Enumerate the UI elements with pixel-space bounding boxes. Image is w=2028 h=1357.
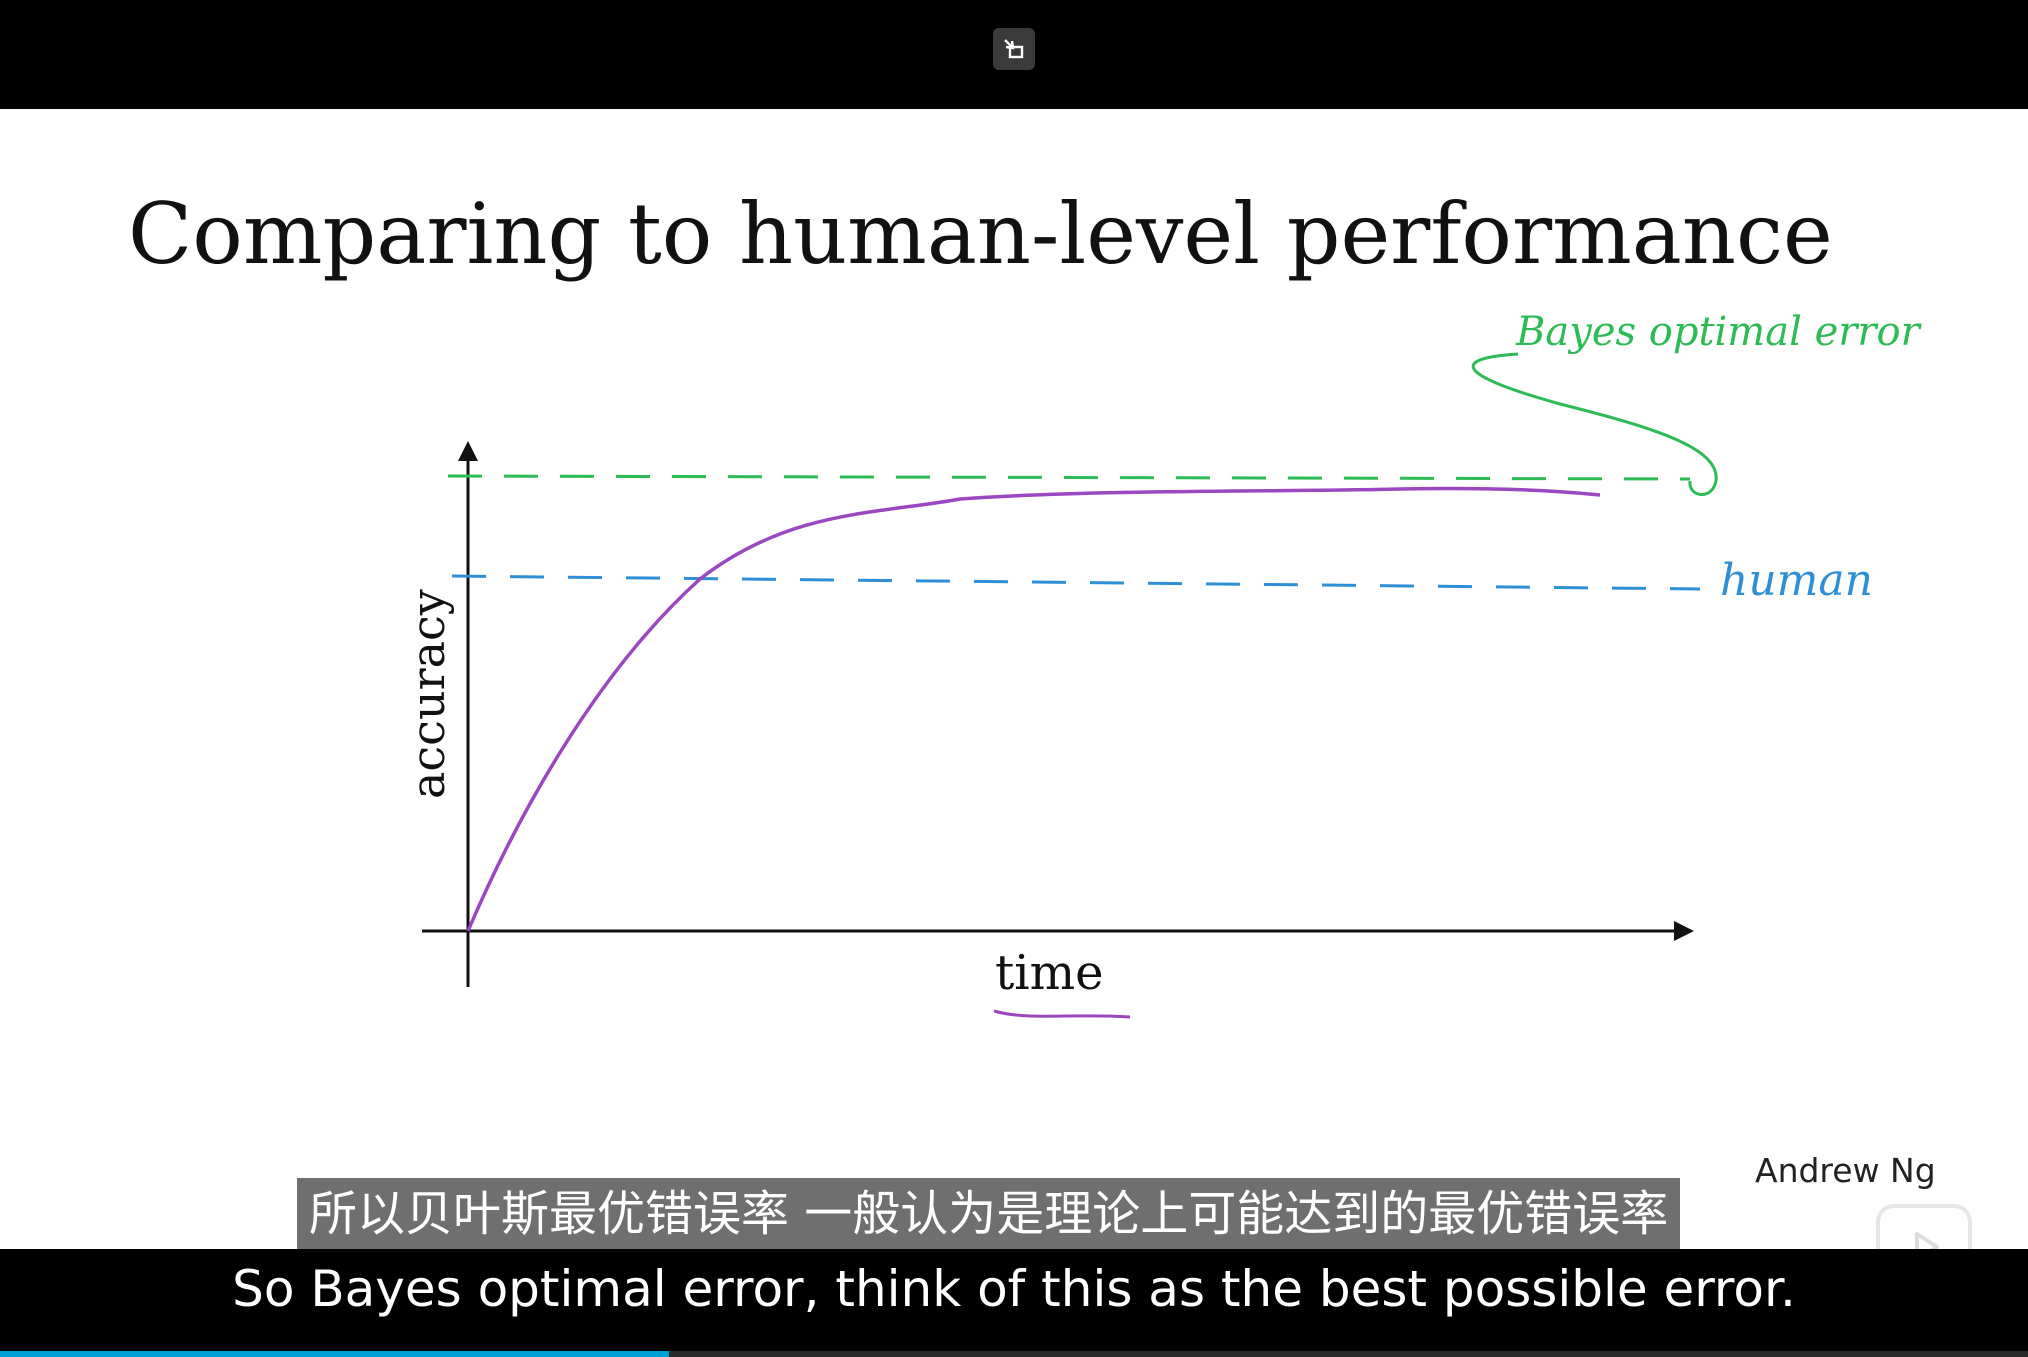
learning-curve bbox=[466, 486, 1601, 932]
progress-bar-fill bbox=[0, 1351, 670, 1357]
subtitle-bar bbox=[0, 1249, 2028, 1357]
subtitle-english: So Bayes optimal error, think of this as… bbox=[232, 1260, 1796, 1318]
human-level-label: human bbox=[1720, 555, 1873, 606]
bayes-pointer-brace bbox=[1471, 352, 1718, 496]
subtitle-chinese: 所以贝叶斯最优错误率 一般认为是理论上可能达到的最优错误率 bbox=[297, 1178, 1681, 1250]
human-level-line bbox=[451, 574, 1701, 591]
x-axis-label: time bbox=[995, 945, 1104, 1001]
x-axis-label-underline bbox=[993, 1009, 1131, 1019]
author-name: Andrew Ng bbox=[1755, 1151, 1936, 1190]
top-bar bbox=[0, 0, 2028, 109]
bayes-error-label: Bayes optimal error bbox=[1515, 309, 1923, 355]
y-axis-label: accuracy bbox=[401, 589, 455, 799]
slide-title: Comparing to human-level performance bbox=[128, 185, 1833, 283]
restore-window-button[interactable] bbox=[993, 28, 1035, 70]
progress-bar[interactable] bbox=[0, 1351, 2028, 1357]
x-axis-arrow bbox=[1674, 921, 1694, 941]
y-axis-arrow bbox=[458, 441, 478, 461]
lecture-slide: Comparing to human-level performance acc… bbox=[0, 109, 2028, 1290]
bayes-error-line bbox=[447, 474, 1691, 481]
restore-window-icon bbox=[1004, 39, 1024, 59]
accuracy-vs-time-sketch: accuracy time Bayes optimal error human bbox=[401, 309, 1923, 1019]
